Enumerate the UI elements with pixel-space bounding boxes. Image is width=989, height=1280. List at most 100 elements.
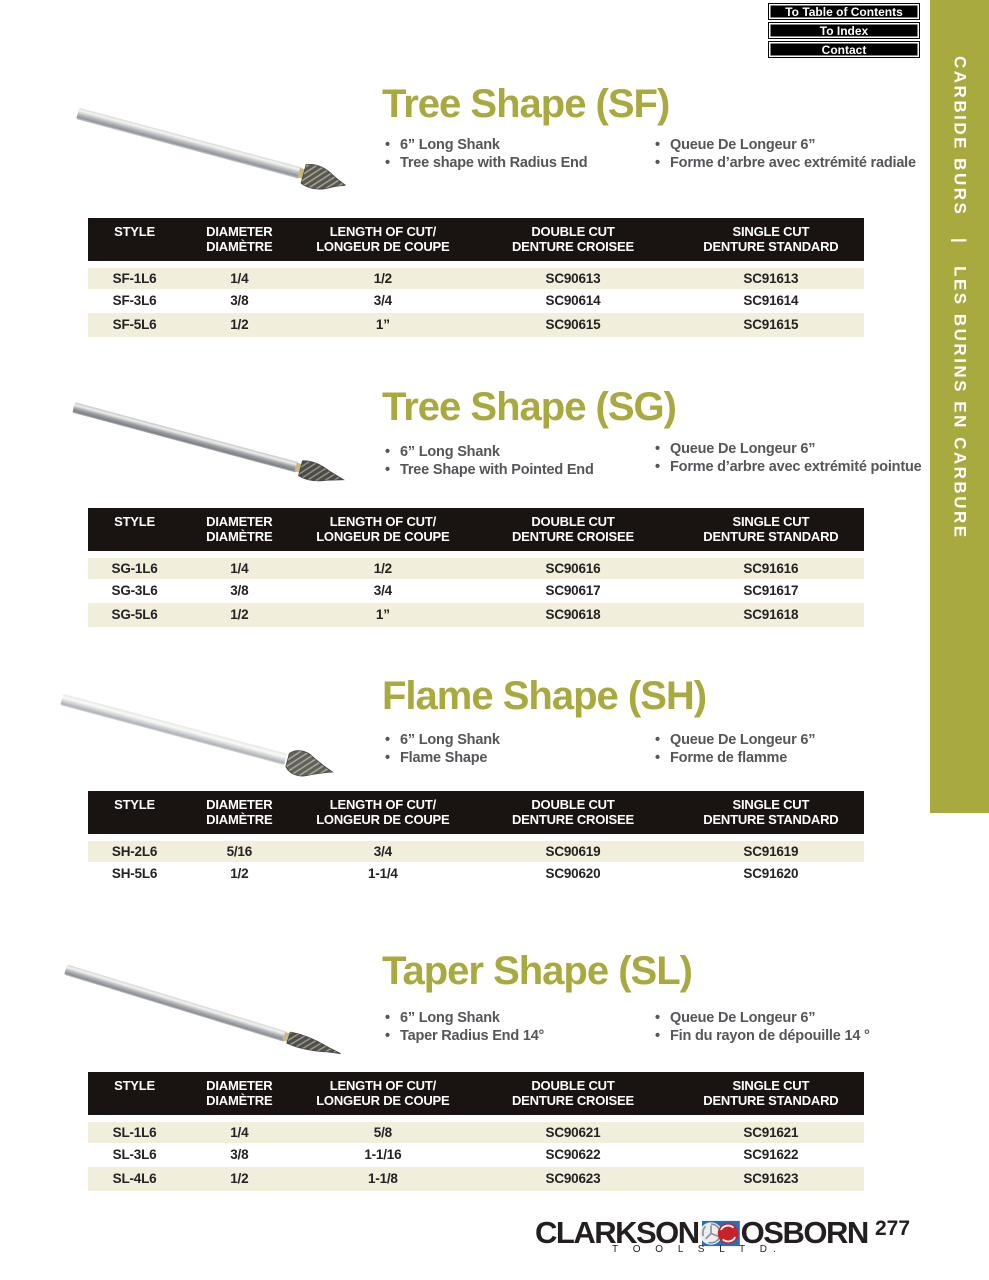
table-header-row: STYLE DIAMETER DIAMÈTRE LENGTH OF CUT/LONGE…: [88, 508, 864, 558]
column-header: STYLE: [88, 791, 182, 841]
nav-buttons: To Table of Contents To Index Contact: [768, 3, 920, 60]
column-header: DOUBLE CUT DENTURE CROISEE: [468, 1072, 678, 1122]
table-cell: SF-1L6: [112, 270, 157, 286]
column-header: DIAMETER DIAMÈTRE: [181, 791, 298, 841]
bullets-en-sf: 6” Long Shank Tree shape with Radius End: [385, 136, 588, 172]
brand-subtitle: T O O L S L T D.: [612, 1244, 782, 1255]
table-cell: SC90621: [545, 1124, 601, 1140]
bullets-fr-sh: Queue De Longeur 6” Forme de flamme: [655, 731, 815, 767]
table-cell: SC90618: [545, 607, 601, 622]
bur-photo-tree-radius: [76, 108, 346, 190]
table-cell: SC91615: [743, 317, 799, 332]
column-header: LENGTH OF CUT/LONGEUR DE COUPE: [297, 218, 469, 268]
table-cell: SC90623: [545, 1171, 601, 1186]
table-cell: SG-5L6: [111, 607, 158, 622]
column-header: STYLE: [88, 1072, 182, 1122]
contact-button[interactable]: Contact: [768, 41, 920, 58]
category-side-tab-label: CARBIDE BURS | LES BURINS EN CARBURE: [950, 56, 970, 540]
bullet: 6” Long Shank: [385, 443, 594, 461]
bullets-fr-sl: Queue De Longeur 6” Fin du rayon de dépo…: [655, 1009, 870, 1045]
bullet: Queue De Longeur 6”: [655, 1009, 870, 1027]
table-cell: 1”: [375, 317, 390, 332]
bullet: Forme d’arbre avec extrémité pointue: [655, 458, 922, 476]
table-cell: SF-3L6: [112, 293, 157, 308]
table-cell: SC90614: [545, 293, 601, 308]
column-header: DIAMETER DIAMÈTRE: [181, 508, 298, 558]
table-cell: SC90620: [545, 866, 601, 881]
bullet: 6” Long Shank: [385, 1009, 544, 1027]
table-cell: SG-1L6: [111, 560, 158, 576]
table-cell: 5/8: [373, 1124, 392, 1140]
bullet: Tree shape with Radius End: [385, 154, 588, 172]
table-cell: 3/8: [230, 1147, 249, 1162]
column-header: STYLE: [88, 218, 182, 268]
spec-table-sh: STYLE DIAMETER DIAMÈTRE LENGTH OF CUT/LONGE…: [88, 791, 864, 886]
clarkson-osborn-logo-mark-icon: [699, 1220, 740, 1246]
table-cell: SH-2L6: [111, 843, 158, 859]
table-cell: SL-4L6: [112, 1171, 157, 1186]
column-header: DOUBLE CUT DENTURE CROISEE: [468, 508, 678, 558]
table-cell: 1-1/4: [367, 866, 398, 881]
table-cell: SC91622: [743, 1147, 799, 1162]
table-cell: 1-1/8: [367, 1171, 398, 1186]
table-cell: 1/4: [230, 270, 249, 286]
bullet: Queue De Longeur 6”: [655, 731, 815, 749]
table-cell: 1/2: [373, 270, 392, 286]
table-cell: SG-3L6: [111, 583, 158, 598]
column-header: SINGLE CUT DENTURE STANDARD: [677, 218, 864, 268]
table-row: SL-1L6 1/4 5/8 SC90621 SC91621: [88, 1118, 864, 1143]
table-cell: 1/2: [230, 607, 249, 622]
column-header: LENGTH OF CUT/LONGEUR DE COUPE: [297, 791, 469, 841]
table-row: SL-4L6 1/2 1-1/8 SC90623 SC91623: [88, 1166, 864, 1191]
bullet: Fin du rayon de dépouille 14 °: [655, 1027, 870, 1045]
table-cell: SC91618: [743, 607, 799, 622]
column-header: DOUBLE CUT DENTURE CROISEE: [468, 218, 678, 268]
table-cell: SC90622: [545, 1147, 601, 1162]
brand-clarkson: CLARKSON: [535, 1215, 700, 1250]
table-cell: 1-1/16: [364, 1147, 402, 1162]
to-index-button[interactable]: To Index: [768, 22, 920, 39]
column-header: SINGLE CUT DENTURE STANDARD: [677, 791, 864, 841]
table-row: SF-1L6 1/4 1/2 SC90613 SC91613: [88, 264, 864, 289]
spec-table-sg: STYLE DIAMETER DIAMÈTRE LENGTH OF CUT/LONGE…: [88, 508, 864, 627]
column-header: DIAMETER DIAMÈTRE: [181, 1072, 298, 1122]
table-cell: 1/4: [230, 560, 249, 576]
table-cell: 1/2: [230, 1171, 249, 1186]
section-title-sl: Taper Shape (SL): [382, 949, 693, 993]
table-cell: SC91619: [743, 843, 799, 859]
bullet: Tree Shape with Pointed End: [385, 461, 594, 479]
table-row: SH-2L6 5/16 3/4 SC90619 SC91619: [88, 837, 864, 862]
table-row: SL-3L6 3/8 1-1/16 SC90622 SC91622: [88, 1142, 864, 1167]
bullets-fr-sg: Queue De Longeur 6” Forme d’arbre avec e…: [655, 440, 922, 476]
bullet: Queue De Longeur 6”: [655, 136, 916, 154]
section-title-sh: Flame Shape (SH): [382, 674, 707, 718]
table-cell: SC91613: [743, 270, 799, 286]
bullet: 6” Long Shank: [385, 136, 587, 154]
table-cell: 3/4: [373, 843, 392, 859]
table-cell: 3/8: [230, 583, 249, 598]
table-cell: 3/4: [373, 293, 392, 308]
spec-table-sl: STYLE DIAMETER DIAMÈTRE LENGTH OF CUT/LONGE…: [88, 1072, 864, 1191]
table-cell: SC90616: [545, 560, 601, 576]
table-cell: 1/4: [230, 1124, 249, 1140]
to-table-of-contents-button[interactable]: To Table of Contents: [768, 3, 920, 20]
table-cell: SC91616: [743, 560, 799, 576]
clarkson-osborn-logo: CLARKSON OSBORN: [535, 1215, 869, 1251]
column-header: DOUBLE CUT DENTURE CROISEE: [468, 791, 678, 841]
table-cell: 1/2: [230, 866, 249, 881]
table-row: SH-5L6 1/2 1-1/4 SC90620 SC91620: [88, 861, 864, 886]
bullet: Taper Radius End 14°: [385, 1027, 544, 1045]
table-cell: 1”: [375, 607, 390, 622]
table-cell: SC91614: [743, 293, 799, 308]
column-header: STYLE: [88, 508, 182, 558]
table-cell: SL-3L6: [112, 1147, 157, 1162]
bullets-en-sg: 6” Long Shank Tree Shape with Pointed En…: [385, 443, 594, 479]
bullet: Forme d’arbre avec extrémité radiale: [655, 154, 916, 172]
table-row: SF-3L6 3/8 3/4 SC90614 SC91614: [88, 288, 864, 313]
bullet: Queue De Longeur 6”: [655, 440, 921, 458]
table-cell: SC91623: [743, 1171, 799, 1186]
section-title-sg: Tree Shape (SG): [382, 385, 677, 429]
table-cell: 3/8: [230, 293, 249, 308]
table-row: SF-5L6 1/2 1” SC90615 SC91615: [88, 312, 864, 337]
